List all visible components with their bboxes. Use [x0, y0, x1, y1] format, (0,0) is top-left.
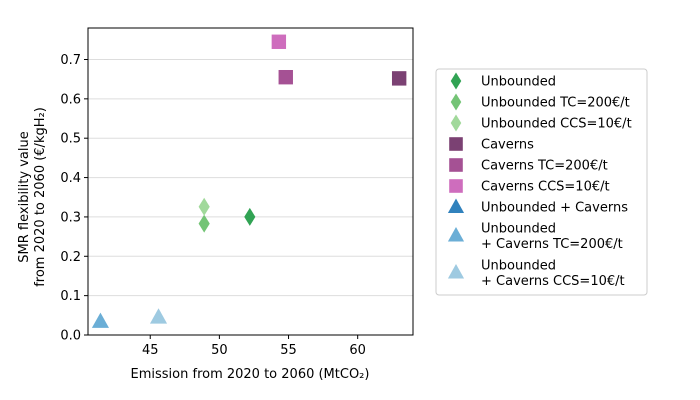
y-tick-label: 0.7 — [60, 53, 81, 68]
x-axis-label: Emission from 2020 to 2060 (MtCO₂) — [131, 367, 370, 382]
legend-label: Unbounded — [481, 75, 556, 90]
data-point-triangle — [91, 312, 109, 328]
data-point-diamond — [244, 207, 256, 226]
legend-marker-triangle — [447, 227, 465, 242]
legend-item: Unbounded — [450, 72, 556, 90]
data-point-square — [391, 71, 407, 86]
legend-item: Unbounded + Caverns — [447, 198, 628, 216]
data-point-square — [278, 69, 293, 85]
legend-item: Unbounded CCS=10€/t — [450, 114, 632, 132]
data-point-diamond — [198, 214, 210, 233]
y-tick-label: 0.0 — [60, 329, 81, 344]
legend-label: Caverns CCS=10€/t — [481, 180, 610, 195]
y-axis-label-line-2: from 2020 to 2060 (€/kgH₂) — [33, 107, 48, 287]
legend-label: Caverns TC=200€/t — [481, 159, 608, 174]
legend-marker-square — [449, 158, 463, 172]
x-tick-label: 55 — [280, 343, 297, 358]
legend-label: Caverns — [481, 138, 534, 153]
x-tick-label: 50 — [211, 343, 228, 358]
legend-marker-square — [449, 137, 463, 151]
x-tick-label: 45 — [142, 343, 159, 358]
data-point-triangle — [149, 308, 168, 324]
legend-item: Caverns TC=200€/t — [449, 158, 608, 174]
legend-frame — [435, 68, 648, 296]
legend-marker-triangle — [447, 198, 465, 213]
legend-marker-diamond — [450, 72, 462, 90]
data-point-square — [271, 34, 287, 49]
y-tick-label: 0.5 — [60, 132, 81, 147]
y-tick-label: 0.4 — [60, 171, 81, 186]
y-tick-label: 0.1 — [60, 289, 81, 304]
plot-frame — [87, 27, 414, 336]
data-point-diamond — [198, 197, 210, 216]
legend-item: Unbounded+ Caverns CCS=10€/t — [447, 259, 625, 289]
legend-item: Unbounded+ Caverns TC=200€/t — [447, 222, 623, 252]
legend-marker-square — [449, 179, 463, 193]
legend-marker-diamond — [450, 114, 462, 132]
data-points — [91, 34, 407, 328]
x-tick-label: 60 — [349, 343, 366, 358]
legend-item: Unbounded TC=200€/t — [450, 93, 630, 111]
legend-label: Unbounded CCS=10€/t — [481, 117, 632, 132]
y-axis-label: SMR flexibility value from 2020 to 2060 … — [17, 107, 48, 287]
y-tick-label: 0.2 — [60, 250, 81, 265]
legend-label: + Caverns TC=200€/t — [481, 237, 623, 252]
legend-item: Caverns CCS=10€/t — [449, 179, 610, 195]
legend-item: Caverns — [449, 137, 534, 153]
legend-marker-diamond — [450, 93, 462, 111]
legend-marker-triangle — [447, 264, 465, 279]
legend-label: Unbounded + Caverns — [481, 201, 628, 216]
y-axis-label-line-1: SMR flexibility value — [17, 131, 32, 262]
grid-lines — [88, 58, 413, 336]
y-tick-label: 0.6 — [60, 92, 81, 107]
legend-label: Unbounded — [481, 222, 556, 237]
legend-label: Unbounded — [481, 259, 556, 274]
legend-label: Unbounded TC=200€/t — [481, 96, 630, 111]
y-tick-label: 0.3 — [60, 210, 81, 225]
legend: Unbounded Unbounded TC=200€/t Unbounded CC… — [435, 68, 648, 296]
axis-ticks: 0.0 0.1 0.2 0.3 0.4 0.5 0.6 0.7 45 50 55 60 — [60, 53, 366, 358]
legend-label: + Caverns CCS=10€/t — [481, 274, 625, 289]
